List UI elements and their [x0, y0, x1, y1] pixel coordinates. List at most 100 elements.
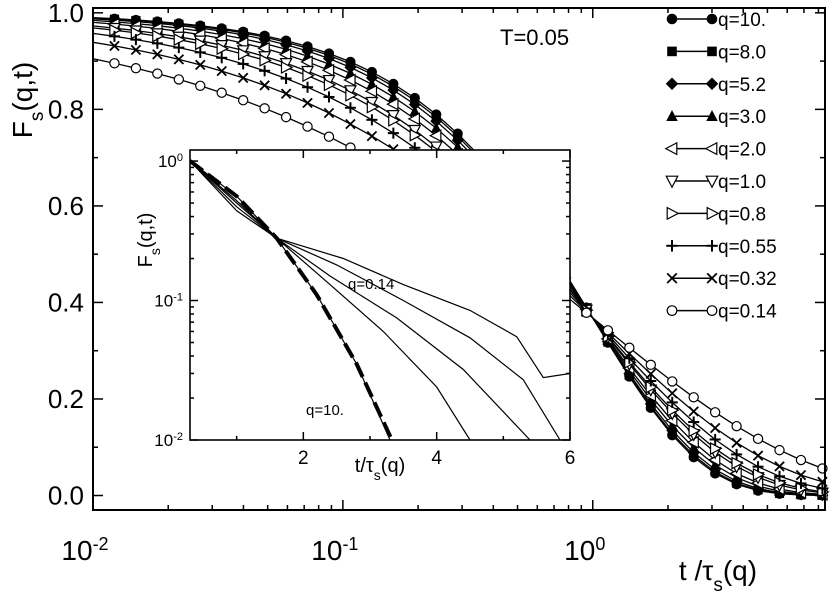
data-point-q-0-32 — [280, 88, 292, 99]
data-point-q-0-8 — [302, 69, 315, 83]
legend-marker-start-q-5-2 — [665, 77, 679, 91]
data-point-q-0-55 — [323, 91, 335, 103]
data-point-q-0-32 — [731, 437, 742, 449]
main-y-tick-label: 0.2 — [48, 384, 84, 414]
data-point-q-0-14 — [237, 95, 249, 106]
data-point-q-0-32-b — [774, 461, 785, 472]
legend-marker-start-q-0-14 — [666, 305, 678, 317]
data-point-q-2-0 — [300, 55, 313, 69]
data-point-q-0-14 — [774, 444, 785, 456]
legend-label-q-0-14: q=0.14 — [718, 302, 777, 323]
legend-marker-end-q-3-0 — [706, 109, 718, 121]
inset-series-line-q-2-0 — [190, 160, 471, 440]
inset-y-tick-base: 10 — [154, 292, 173, 311]
data-point-q-5-2 — [408, 98, 421, 111]
legend: q=10. q=8.0 q=5.2 q=3.0 q=2.0 q=1.0 q=0.8 q=0.5… — [664, 10, 777, 323]
inset-y-tick-exp: -2 — [173, 431, 183, 443]
data-point-q-5-2 — [666, 424, 679, 437]
data-point-q-0-32 — [645, 368, 657, 380]
inset-series-line-q-0-32 — [190, 160, 561, 440]
data-point-q-3-0 — [387, 90, 399, 102]
legend-marker-end-q-0-55 — [706, 240, 718, 252]
legend-label-q-10-: q=10. — [718, 10, 766, 31]
data-point-q-0-14 — [709, 407, 721, 418]
inset-series-line-q-0-14 — [190, 160, 570, 379]
main-y-tick-label: 0.6 — [48, 191, 84, 221]
data-point-q-2-0 — [407, 112, 421, 126]
data-point-q-0-32 — [173, 54, 185, 65]
data-point-q-0-32 — [152, 49, 163, 60]
data-point-q-0-55 — [108, 30, 120, 42]
data-point-q-2-0 — [343, 73, 356, 87]
main-x-tick-label: 10-2 — [61, 534, 108, 566]
legend-marker-end-q-0-8 — [706, 206, 720, 221]
legend-label-q-5-2: q=5.2 — [718, 75, 766, 96]
data-point-q-0-14 — [688, 392, 699, 403]
data-point-q-0-32-b — [109, 40, 120, 52]
data-point-q-0-14 — [173, 74, 185, 85]
data-point-q-0-32-b — [731, 437, 742, 449]
legend-marker-start-q-8-0 — [667, 46, 677, 57]
data-point-q-0-55 — [731, 448, 743, 460]
data-point-q-0-32-b — [795, 469, 807, 481]
data-point-q-0-14 — [795, 454, 807, 466]
data-point-q-5-2 — [687, 446, 700, 459]
data-point-q-0-55 — [795, 477, 807, 489]
data-point-q-0-32-b — [280, 88, 292, 99]
data-point-q-0-8 — [388, 113, 401, 127]
data-point-q-0-55 — [130, 34, 142, 46]
data-point-q-3-0 — [688, 441, 700, 453]
data-point-q-0-32-b — [195, 59, 206, 71]
data-point-q-0-55 — [151, 37, 163, 49]
data-point-q-0-32 — [795, 469, 807, 481]
data-point-q-0-55 — [387, 127, 399, 139]
data-point-q-0-32-b — [345, 118, 356, 130]
data-point-q-0-55 — [709, 433, 721, 445]
data-point-q-5-2 — [430, 115, 443, 128]
legend-marker-end-q-8-0 — [707, 46, 717, 57]
data-point-q-3-0 — [452, 141, 464, 152]
main-x-tick-exp: -1 — [342, 534, 358, 554]
data-point-q-0-32-b — [709, 422, 721, 434]
data-point-q-0-14 — [752, 433, 764, 445]
legend-marker-start-q-3-0 — [666, 109, 678, 121]
legend-marker-end-q-5-2 — [705, 77, 719, 91]
main-x-tick-label: 10-1 — [311, 534, 358, 566]
data-point-q-0-14 — [624, 342, 635, 353]
data-point-q-0-8 — [216, 42, 229, 56]
data-point-q-0-32-b — [152, 49, 163, 60]
inset-frame — [189, 149, 571, 441]
data-point-q-0-55 — [816, 482, 828, 494]
data-point-q-0-55 — [194, 46, 206, 58]
main-y-label-sub: s — [27, 112, 48, 122]
main-x-label-sub: s — [713, 575, 723, 594]
data-point-q-0-8 — [409, 128, 423, 142]
data-point-q-0-55 — [773, 470, 786, 482]
data-point-q-2-0 — [364, 84, 378, 98]
data-point-q-0-32 — [709, 422, 721, 434]
data-point-q-0-8 — [345, 88, 358, 102]
legend-label-q-8-0: q=8.0 — [718, 42, 766, 63]
data-point-q-0-32-b — [366, 130, 378, 142]
data-point-q-0-32-b — [645, 368, 657, 380]
data-point-q-0-32 — [302, 97, 313, 109]
data-point-q-0-8 — [709, 442, 723, 456]
main-x-axis-label: t /τs(q) — [679, 555, 757, 593]
data-point-q-0-32 — [667, 388, 678, 399]
data-point-q-0-55 — [280, 73, 292, 85]
data-point-q-0-14 — [109, 58, 120, 69]
data-point-q-0-55 — [645, 375, 657, 387]
inset-x-tick-label: 2 — [298, 448, 309, 469]
main-x-tick-base: 10 — [311, 535, 342, 566]
legend-label-q-1-0: q=1.0 — [718, 172, 766, 193]
data-point-q-3-0 — [709, 458, 721, 470]
legend-label-q-0-8: q=0.8 — [718, 204, 766, 225]
data-point-q-0-8 — [280, 60, 294, 74]
data-point-q-0-14 — [667, 376, 678, 387]
data-point-q-0-8 — [688, 424, 701, 438]
data-point-q-3-0 — [666, 419, 678, 431]
data-point-q-2-0 — [257, 41, 270, 55]
data-point-q-0-55 — [302, 81, 314, 93]
main-x-label-tail: (q) — [723, 555, 757, 586]
